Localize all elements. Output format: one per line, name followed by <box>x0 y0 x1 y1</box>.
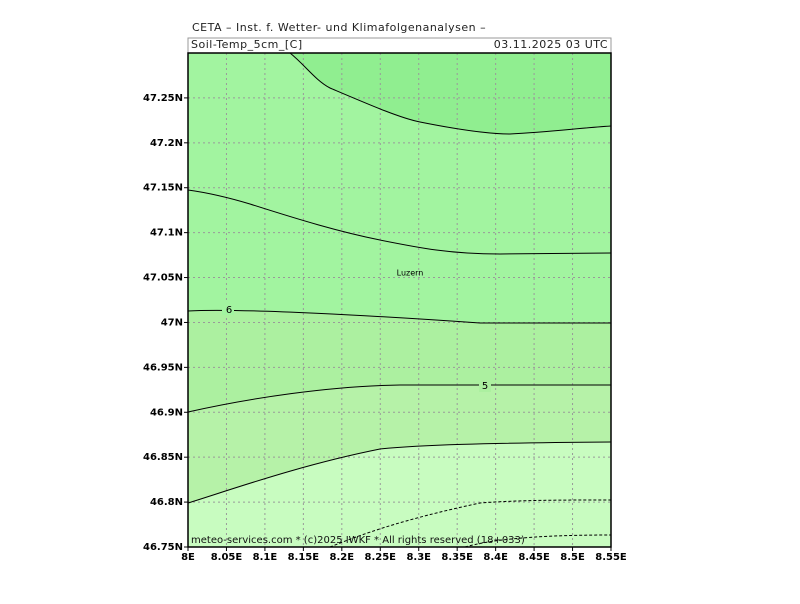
variable: Soil-Temp_5cm_[C] <box>191 38 303 51</box>
x-tick-label: 8.25E <box>365 552 397 563</box>
y-tick-label: 47.2N <box>150 138 183 149</box>
y-tick-label: 46.75N <box>143 542 183 553</box>
x-tick-label: 8.05E <box>211 552 243 563</box>
x-tick-label: 8.55E <box>595 552 627 563</box>
band <box>290 53 611 134</box>
contour <box>329 499 612 548</box>
footer: meteo-services.com * (c)2025 IWKF * All … <box>191 535 525 546</box>
x-tick-label: 8.2E <box>330 552 355 563</box>
contour <box>187 441 612 504</box>
y-tick-label: 47.15N <box>143 183 183 194</box>
contour <box>187 309 611 324</box>
y-tick-label: 46.9N <box>150 407 183 418</box>
header-title: CETA – Inst. f. Wetter- und Klimafolgena… <box>192 21 486 34</box>
y-tick-label: 47.05N <box>143 273 183 284</box>
x-tick-label: 8.5E <box>560 552 585 563</box>
y-tick-label: 46.95N <box>143 362 183 373</box>
contour-label: 5 <box>482 381 488 392</box>
x-tick-label: 8.3E <box>406 552 431 563</box>
label-bg <box>479 380 491 392</box>
valid-time: 03.11.2025 03 UTC <box>494 38 608 51</box>
contour <box>289 52 612 135</box>
contour <box>187 384 611 413</box>
x-tick-label: 8.35E <box>441 552 473 563</box>
contour-label: 6 <box>226 305 232 316</box>
contour <box>464 534 612 548</box>
y-tick-label: 47.1N <box>150 228 183 239</box>
y-tick-label: 47N <box>161 317 183 328</box>
x-tick-label: 8.4E <box>483 552 508 563</box>
x-tick-label: 8.15E <box>288 552 320 563</box>
y-tick-label: 46.85N <box>143 452 183 463</box>
city-label: Luzern <box>397 269 424 278</box>
x-tick-label: 8.1E <box>253 552 278 563</box>
x-tick-label: 8.45E <box>518 552 550 563</box>
frame <box>187 52 612 548</box>
label-bg <box>222 303 234 315</box>
y-tick-label: 47.25N <box>143 93 183 104</box>
y-tick-label: 46.8N <box>150 497 183 508</box>
contour <box>187 189 612 255</box>
x-tick-label: 8E <box>181 552 195 563</box>
plot-area: 6 5 Luzern meteo-services.com * (c)2025 … <box>187 52 612 548</box>
